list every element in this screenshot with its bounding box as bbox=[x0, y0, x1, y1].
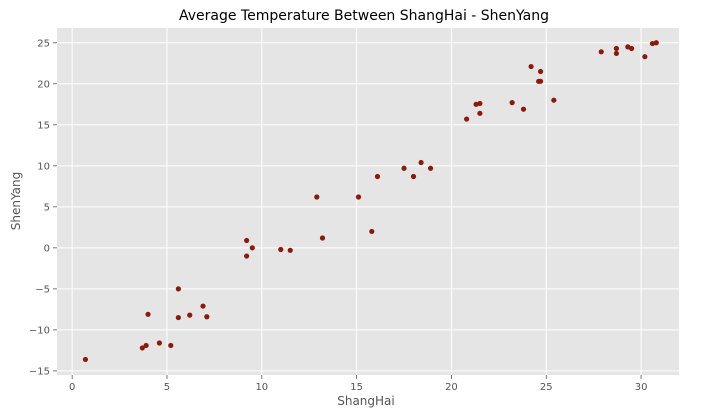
data-point bbox=[628, 45, 635, 52]
data-point bbox=[355, 194, 362, 200]
data-point bbox=[200, 303, 206, 309]
data-point bbox=[145, 311, 151, 317]
data-point bbox=[143, 342, 149, 349]
data-point bbox=[477, 100, 483, 107]
data-point bbox=[418, 159, 424, 166]
plot-area bbox=[57, 28, 679, 375]
data-points bbox=[82, 40, 659, 363]
data-point bbox=[278, 246, 284, 253]
data-point bbox=[369, 228, 375, 235]
data-point bbox=[427, 165, 434, 171]
data-point bbox=[314, 194, 320, 200]
data-point bbox=[156, 340, 163, 346]
y-tick-label: −10 bbox=[29, 325, 50, 336]
y-axis-label: ShenYang bbox=[9, 172, 23, 230]
data-point bbox=[374, 173, 381, 180]
y-tick-label: −15 bbox=[29, 366, 50, 377]
data-point bbox=[537, 78, 544, 84]
y-tick-label: 20 bbox=[37, 79, 50, 90]
data-point bbox=[477, 110, 483, 116]
y-tick-label: 25 bbox=[37, 38, 50, 49]
data-point bbox=[520, 106, 527, 112]
y-tick-label: 5 bbox=[44, 202, 50, 213]
data-point bbox=[410, 173, 417, 180]
data-point bbox=[551, 97, 557, 103]
data-point bbox=[139, 345, 145, 351]
y-axis-ticks: −15 −10 −5 0 5 10 15 20 25 bbox=[29, 38, 57, 377]
data-point bbox=[613, 45, 620, 52]
data-point bbox=[509, 100, 515, 106]
x-axis-ticks: 0 5 10 15 20 25 30 bbox=[69, 375, 647, 393]
data-point bbox=[287, 247, 293, 253]
data-point bbox=[642, 54, 648, 60]
x-tick-label: 25 bbox=[540, 382, 553, 393]
data-point bbox=[175, 286, 181, 292]
data-point bbox=[82, 356, 89, 363]
data-point bbox=[175, 314, 181, 321]
x-tick-label: 5 bbox=[164, 382, 170, 393]
y-tick-label: 15 bbox=[37, 120, 50, 131]
y-tick-label: 0 bbox=[44, 243, 50, 254]
data-point bbox=[401, 165, 407, 171]
data-point bbox=[244, 237, 250, 244]
data-point bbox=[204, 314, 210, 320]
x-tick-label: 10 bbox=[255, 382, 268, 393]
y-tick-label: 10 bbox=[37, 161, 50, 172]
chart-title: Average Temperature Between ShangHai - S… bbox=[179, 8, 549, 24]
data-point bbox=[168, 342, 174, 349]
data-point bbox=[653, 40, 659, 46]
x-tick-label: 15 bbox=[350, 382, 363, 393]
y-tick-label: −5 bbox=[35, 284, 50, 295]
data-point bbox=[537, 68, 544, 75]
data-point bbox=[464, 116, 470, 122]
x-axis-label: ShangHai bbox=[337, 394, 395, 408]
x-tick-label: 20 bbox=[445, 382, 458, 393]
x-tick-label: 0 bbox=[69, 382, 75, 393]
grid bbox=[57, 28, 679, 375]
data-point bbox=[187, 312, 193, 318]
x-tick-label: 30 bbox=[635, 382, 648, 393]
data-point bbox=[528, 63, 534, 70]
data-point bbox=[613, 50, 620, 57]
data-point bbox=[319, 235, 326, 241]
data-point bbox=[249, 245, 255, 251]
data-point bbox=[244, 253, 250, 259]
data-point bbox=[598, 49, 604, 55]
